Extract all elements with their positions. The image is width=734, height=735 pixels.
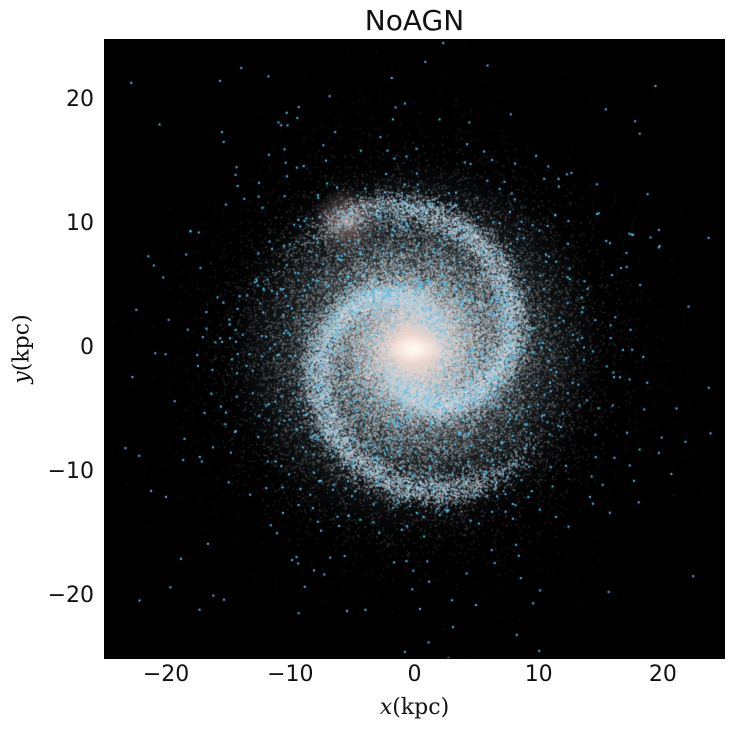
x-tick-label: 20 — [648, 662, 677, 687]
plot-title: NoAGN — [364, 4, 465, 37]
y-tick-label: 20 — [66, 87, 94, 112]
galaxy-image — [104, 39, 725, 659]
x-tick-label: −20 — [142, 662, 190, 687]
galaxy-image-panel — [104, 39, 725, 659]
y-tick-label: 10 — [66, 211, 94, 236]
y-tick-label: 0 — [80, 335, 94, 360]
x-tick-label: 10 — [524, 662, 553, 687]
y-axis-var: y — [9, 371, 35, 384]
y-axis-unit: (kpc) — [9, 314, 35, 372]
y-tick-label: −10 — [47, 459, 94, 484]
y-tick-label: −20 — [47, 583, 94, 608]
y-axis-label: y(kpc) — [10, 314, 35, 383]
x-axis-var: x — [379, 695, 393, 720]
x-tick-label: −10 — [267, 662, 314, 687]
x-axis-label: x(kpc) — [104, 695, 725, 720]
x-axis-unit: (kpc) — [392, 695, 450, 720]
x-tick-label: 0 — [407, 662, 422, 687]
